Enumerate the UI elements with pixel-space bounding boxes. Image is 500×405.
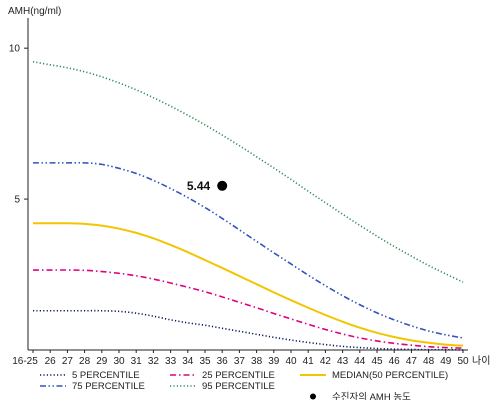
legend-item-4: 75 PERCENTILE <box>40 381 145 392</box>
legend-item-patient-point: 수진자의 AMH 농도 <box>310 392 411 403</box>
axes: AMH(ng/ml) 나이 <box>8 6 490 367</box>
x-tick-label: 36 <box>217 356 229 367</box>
legend-label: 25 PERCENTILE <box>202 370 275 381</box>
x-tick-label: 37 <box>234 356 246 367</box>
x-tick-label: 38 <box>251 356 263 367</box>
y-axis-title: AMH(ng/ml) <box>8 6 61 17</box>
x-tick-label: 50 <box>457 356 469 367</box>
legend-label: 5 PERCENTILE <box>72 370 140 381</box>
x-tick-label: 40 <box>285 356 297 367</box>
x-tick-label: 16-25 <box>12 356 38 367</box>
x-tick-label: 26 <box>45 356 57 367</box>
legend-item-3: MEDIAN(50 PERCENTILE) <box>300 370 448 381</box>
x-tick-label: 41 <box>303 356 315 367</box>
x-axis-title: 나이 <box>472 355 490 367</box>
legend-item-1: 5 PERCENTILE <box>40 370 140 381</box>
x-tick-label: 31 <box>131 356 143 367</box>
x-tick-label: 32 <box>148 356 160 367</box>
legend-item-5: 95 PERCENTILE <box>170 381 275 392</box>
x-tick-label: 29 <box>96 356 108 367</box>
x-tick-label: 44 <box>354 356 366 367</box>
legend-label: 수진자의 AMH 농도 <box>332 392 411 400</box>
patient-amh-value-label: 5.44 <box>187 179 211 193</box>
x-tick-label: 27 <box>62 356 74 367</box>
y-tick-label: 10 <box>9 44 21 55</box>
x-tick-label: 30 <box>113 356 125 367</box>
series-lines <box>32 60 464 351</box>
x-tick-label: 35 <box>199 356 211 367</box>
x-tick-label: 45 <box>371 356 383 367</box>
x-tick-label: 43 <box>337 356 349 367</box>
legend-label: MEDIAN(50 PERCENTILE) <box>332 370 448 381</box>
x-tick-label: 49 <box>440 356 452 367</box>
x-tick-label: 46 <box>389 356 401 367</box>
x-tick-label: 47 <box>406 356 418 367</box>
y-tick-label: 5 <box>14 195 20 206</box>
legend: 5 PERCENTILE 25 PERCENTILE MEDIAN(50 PERCE… <box>40 370 448 403</box>
patient-amh-point <box>217 180 228 191</box>
x-ticks: 16-25 26 27 28 29 30 31 32 33 34 35 36 37 38 39 40 41 42 4… <box>12 350 469 367</box>
x-tick-label: 48 <box>423 356 435 367</box>
series-line-5 <box>32 60 464 283</box>
x-tick-label: 42 <box>320 356 332 367</box>
series-line-2 <box>33 269 464 349</box>
series-line-3 <box>32 222 464 347</box>
x-tick-label: 39 <box>268 356 280 367</box>
x-tick-label: 34 <box>182 356 194 367</box>
data-points: 5.44 <box>187 179 228 193</box>
y-ticks: 5 10 <box>9 44 28 206</box>
x-tick-label: 28 <box>79 356 91 367</box>
legend-marker <box>310 393 316 400</box>
series-line-4 <box>33 161 464 339</box>
legend-label: 95 PERCENTILE <box>202 381 275 392</box>
x-tick-label: 33 <box>165 356 177 367</box>
legend-item-2: 25 PERCENTILE <box>170 370 275 381</box>
legend-label: 75 PERCENTILE <box>72 381 145 392</box>
